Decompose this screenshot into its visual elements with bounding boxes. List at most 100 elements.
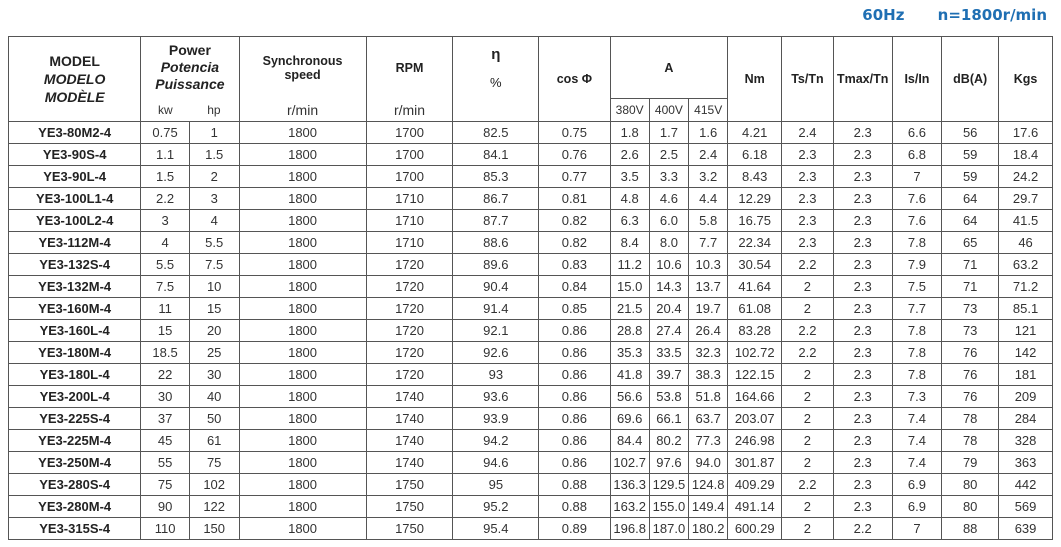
- col-cos-header: cos Φ: [538, 36, 611, 122]
- table-cell: 0.88: [538, 473, 611, 496]
- table-cell: 12.29: [727, 187, 783, 210]
- table-cell: 40: [188, 385, 240, 408]
- frequency-label: 60Hz: [862, 6, 905, 24]
- table-cell: 90: [140, 495, 190, 518]
- table-cell: 1740: [365, 407, 454, 430]
- table-cell: 2.3: [832, 495, 893, 518]
- table-cell: 2.3: [832, 275, 893, 298]
- table-cell: 26.4: [688, 319, 729, 342]
- table-cell: 4.8: [609, 187, 650, 210]
- table-cell: 30.54: [727, 253, 783, 276]
- table-cell: 59: [941, 165, 1000, 188]
- col-kgs-header: Kgs: [998, 36, 1053, 122]
- table-cell: 7.9: [891, 253, 943, 276]
- table-row: YE3-132M-4 7.5 10 1800 1720 90.4 0.84 15.0 14.3 1…: [7, 275, 1053, 298]
- model-cell: YE3-250M-4: [7, 451, 142, 474]
- table-cell: 94.6: [452, 451, 540, 474]
- table-cell: 2: [781, 275, 834, 298]
- table-cell: 0.86: [538, 319, 611, 342]
- table-cell: 15: [188, 297, 240, 320]
- table-cell: 0.82: [538, 231, 611, 254]
- table-cell: 2.3: [832, 253, 893, 276]
- table-cell: 0.75: [538, 121, 611, 144]
- table-cell: 0.86: [538, 341, 611, 364]
- table-cell: 30: [140, 385, 190, 408]
- table-cell: 149.4: [688, 495, 729, 518]
- table-cell: 71: [941, 253, 1000, 276]
- table-cell: 1800: [238, 517, 367, 540]
- table-row: YE3-100L1-4 2.2 3 1800 1710 86.7 0.81 4.8 4.6 4.4…: [7, 187, 1053, 210]
- table-cell: 196.8: [609, 517, 650, 540]
- table-cell: 6.6: [891, 121, 943, 144]
- table-row: YE3-280S-4 75 102 1800 1750 95 0.88 136.3 129.5 1…: [7, 473, 1053, 496]
- motor-spec-table: MODEL MODELO MODÈLE Power Potencia Puiss…: [7, 36, 1053, 540]
- model-cell: YE3-90S-4: [7, 143, 142, 166]
- table-cell: 56.6: [609, 385, 650, 408]
- table-cell: 102: [188, 473, 240, 496]
- col-rpm-header: RPM: [365, 36, 454, 99]
- table-cell: 89.6: [452, 253, 540, 276]
- table-cell: 2.3: [832, 407, 893, 430]
- spec-header: 60Hz n=1800r/min: [834, 6, 1047, 24]
- table-row: YE3-90S-4 1.1 1.5 1800 1700 84.1 0.76 2.6 2.5 2.4…: [7, 143, 1053, 166]
- table-cell: 7.4: [891, 451, 943, 474]
- table-cell: 3: [188, 187, 240, 210]
- table-cell: 93.9: [452, 407, 540, 430]
- table-row: YE3-280M-4 90 122 1800 1750 95.2 0.88 163.2 155.…: [7, 495, 1053, 518]
- table-cell: 2.3: [832, 451, 893, 474]
- table-cell: 5.8: [688, 209, 729, 232]
- col-tstn-header: Ts/Tn: [781, 36, 834, 122]
- table-cell: 2.4: [688, 143, 729, 166]
- table-cell: 20.4: [648, 297, 690, 320]
- table-cell: 1720: [365, 253, 454, 276]
- table-cell: 2.2: [781, 473, 834, 496]
- table-cell: 6.3: [609, 209, 650, 232]
- table-row: YE3-225M-4 45 61 1800 1740 94.2 0.86 84.4 80.2 77…: [7, 429, 1053, 452]
- table-cell: 7.7: [891, 297, 943, 320]
- table-cell: 328: [998, 429, 1053, 452]
- table-cell: 35.3: [609, 341, 650, 364]
- table-cell: 1800: [238, 429, 367, 452]
- table-cell: 2.3: [781, 165, 834, 188]
- table-cell: 87.7: [452, 209, 540, 232]
- table-cell: 0.86: [538, 363, 611, 386]
- table-cell: 1750: [365, 473, 454, 496]
- col-isin-header: Is/In: [891, 36, 943, 122]
- table-cell: 1800: [238, 187, 367, 210]
- table-row: YE3-132S-4 5.5 7.5 1800 1720 89.6 0.83 11.2 10.6…: [7, 253, 1053, 276]
- table-cell: 1750: [365, 517, 454, 540]
- model-cell: YE3-100L1-4: [7, 187, 142, 210]
- table-cell: 110: [140, 517, 190, 540]
- table-cell: 11: [140, 297, 190, 320]
- table-cell: 203.07: [727, 407, 783, 430]
- table-cell: 53.8: [648, 385, 690, 408]
- table-cell: 45: [140, 429, 190, 452]
- table-cell: 8.43: [727, 165, 783, 188]
- table-cell: 1710: [365, 209, 454, 232]
- table-cell: 6.9: [891, 495, 943, 518]
- table-row: YE3-315S-4 110 150 1800 1750 95.4 0.89 196.8 187…: [7, 517, 1053, 540]
- table-cell: 2: [781, 451, 834, 474]
- col-eta-header: η %: [452, 36, 540, 99]
- table-cell: 32.3: [688, 341, 729, 364]
- table-cell: 79: [941, 451, 1000, 474]
- col-rpm-unit: r/min: [365, 98, 454, 122]
- table-cell: 7.5: [891, 275, 943, 298]
- model-cell: YE3-100L2-4: [7, 209, 142, 232]
- table-cell: 284: [998, 407, 1053, 430]
- col-400v-header: 400V: [648, 98, 690, 122]
- table-cell: 0.88: [538, 495, 611, 518]
- table-cell: 61.08: [727, 297, 783, 320]
- table-cell: 1710: [365, 187, 454, 210]
- table-cell: 95.2: [452, 495, 540, 518]
- table-cell: 2.3: [832, 385, 893, 408]
- table-cell: 75: [188, 451, 240, 474]
- table-cell: 7.4: [891, 407, 943, 430]
- table-cell: 0.82: [538, 209, 611, 232]
- model-cell: YE3-180L-4: [7, 363, 142, 386]
- table-cell: 7.6: [891, 187, 943, 210]
- table-cell: 124.8: [688, 473, 729, 496]
- table-cell: 51.8: [688, 385, 729, 408]
- table-row: YE3-180L-4 22 30 1800 1720 93 0.86 41.8 39.7 38.3…: [7, 363, 1053, 386]
- table-cell: 88.6: [452, 231, 540, 254]
